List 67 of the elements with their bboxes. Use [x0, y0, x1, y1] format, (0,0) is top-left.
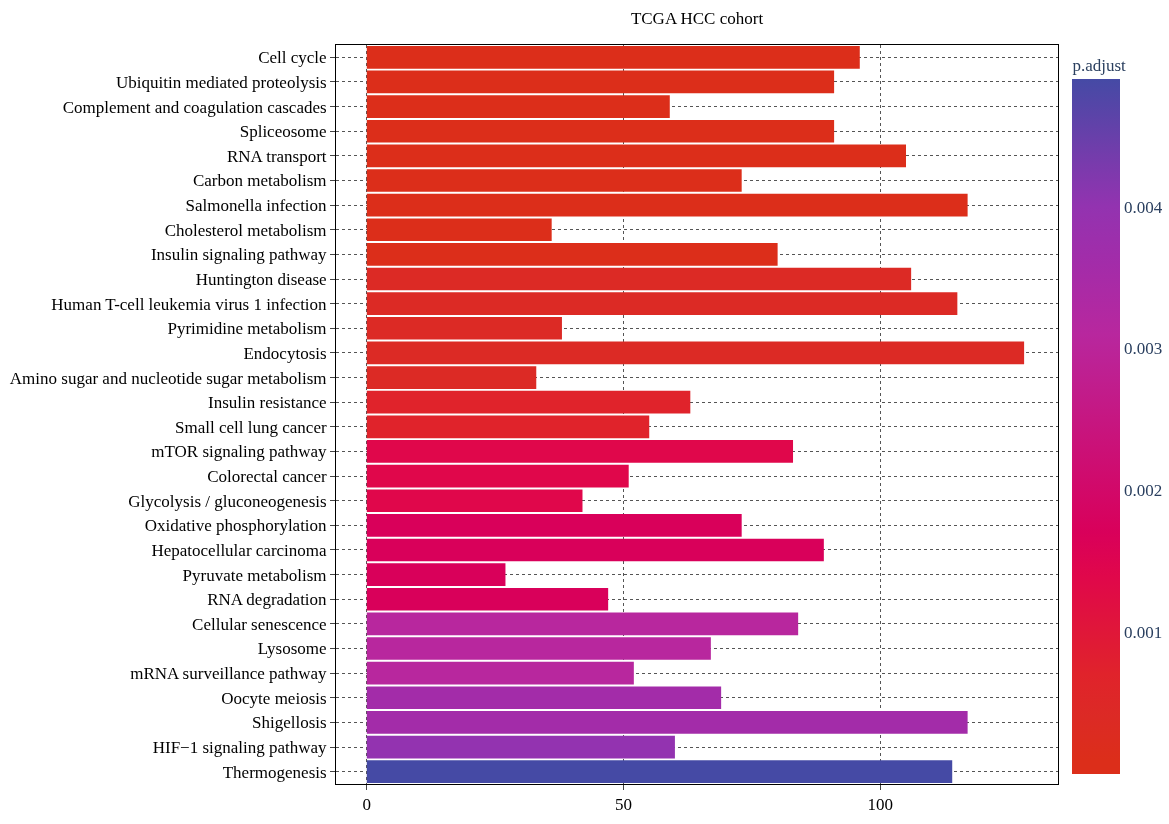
bar — [366, 440, 794, 463]
bar — [366, 661, 634, 685]
y-tick-label: Carbon metabolism — [192, 171, 327, 191]
chart-title: TCGA HCC cohort — [630, 9, 764, 29]
bar — [366, 514, 742, 537]
bar — [366, 637, 711, 660]
bar — [366, 243, 778, 266]
y-tick-label: Insulin signaling pathway — [150, 245, 328, 265]
y-tick-label: RNA transport — [226, 146, 327, 166]
bar — [366, 464, 629, 488]
y-tick-label: Ubiquitin mediated proteolysis — [116, 72, 327, 92]
y-tick-label: Endocytosis — [243, 343, 327, 363]
y-tick-label: Spliceosome — [239, 122, 327, 142]
bar — [366, 612, 799, 636]
y-tick-label: Complement and coagulation cascades — [62, 97, 327, 117]
bar — [366, 489, 583, 513]
bar — [366, 316, 562, 340]
x-tick-label: 50 — [615, 795, 633, 815]
y-tick-label: Shigellosis — [251, 713, 327, 733]
bar — [366, 70, 835, 94]
y-tick-label: Small cell lung cancer — [175, 417, 327, 437]
y-tick-label: Lysosome — [257, 639, 327, 659]
bar — [366, 735, 675, 759]
y-tick-label: Pyruvate metabolism — [182, 565, 327, 585]
y-tick-label: Thermogenesis — [222, 762, 327, 782]
color-bar-label: 0.002 — [1123, 481, 1163, 501]
bar — [366, 267, 912, 291]
x-tick-label: 0 — [362, 795, 372, 815]
bar — [366, 587, 609, 611]
y-tick-label: Huntington disease — [195, 269, 327, 289]
bar — [366, 686, 722, 710]
y-tick-label: Cholesterol metabolism — [164, 220, 327, 240]
y-tick-label: mTOR signaling pathway — [151, 442, 328, 462]
color-bar-title: p.adjust — [1072, 55, 1127, 75]
y-tick-label: RNA degradation — [207, 590, 328, 610]
y-tick-label: HIF−1 signaling pathway — [152, 738, 328, 757]
y-tick-label: Cell cycle — [258, 48, 327, 68]
y-tick-label: Salmonella infection — [185, 196, 328, 216]
bar — [366, 169, 742, 192]
color-bar-label: 0.004 — [1123, 197, 1163, 217]
y-tick-label: Human T-cell leukemia virus 1 infection — [51, 294, 328, 314]
bar — [366, 760, 953, 784]
y-tick-label: mRNA surveillance pathway — [130, 664, 328, 684]
y-tick-label: Glycolysis / gluconeogenesis — [128, 491, 327, 511]
bar — [366, 366, 537, 389]
y-tick-label: Insulin resistance — [208, 393, 327, 413]
color-bar-label: 0.003 — [1123, 339, 1163, 359]
bar — [366, 144, 906, 168]
y-tick-label: Cellular senescence — [192, 614, 327, 634]
bar — [366, 538, 824, 562]
y-tick-label: Hepatocellular carcinoma — [151, 540, 328, 560]
y-tick-label: Amino sugar and nucleotide sugar metabolism — [9, 368, 327, 388]
y-tick-label: Oxidative phosphorylation — [144, 516, 328, 536]
bar — [366, 95, 670, 118]
color-bar-label: 0.001 — [1123, 623, 1163, 643]
bar — [366, 193, 968, 217]
x-tick-label: 100 — [867, 795, 894, 815]
bar — [366, 341, 1025, 365]
y-tick-label: Colorectal cancer — [207, 467, 327, 487]
y-tick-label: Oocyte meiosis — [221, 688, 327, 708]
bar — [366, 119, 835, 143]
y-tick-label: Pyrimidine metabolism — [167, 319, 327, 339]
bar — [366, 45, 860, 69]
bar — [366, 563, 506, 586]
bar — [366, 292, 958, 315]
bar — [366, 711, 968, 734]
bar — [366, 218, 552, 242]
